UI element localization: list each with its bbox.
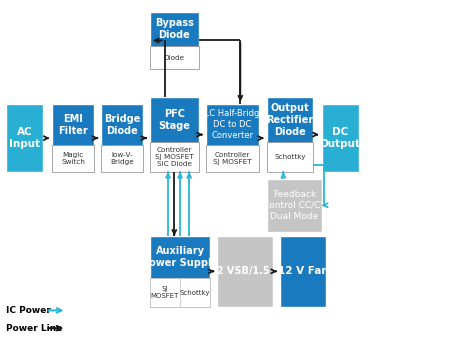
Text: Auxiliary
Power Supply: Auxiliary Power Supply <box>142 246 218 268</box>
Text: Feedback
Control CC/CV
Dual Mode: Feedback Control CC/CV Dual Mode <box>262 190 326 221</box>
FancyBboxPatch shape <box>52 105 94 172</box>
Text: low-V-
Bridge: low-V- Bridge <box>110 152 134 165</box>
Text: PFC
Stage: PFC Stage <box>158 109 190 131</box>
Text: Diode: Diode <box>164 54 185 61</box>
FancyBboxPatch shape <box>267 97 313 172</box>
Text: LLC Half-Bridge
DC to DC
Converter: LLC Half-Bridge DC to DC Converter <box>200 110 265 140</box>
FancyBboxPatch shape <box>150 97 198 172</box>
Text: Controller
SJ MOSFET: Controller SJ MOSFET <box>213 152 252 165</box>
FancyBboxPatch shape <box>150 279 210 307</box>
FancyBboxPatch shape <box>150 279 180 307</box>
FancyBboxPatch shape <box>150 142 198 172</box>
FancyBboxPatch shape <box>180 279 210 307</box>
Text: Output
Rectifier
Diode: Output Rectifier Diode <box>267 103 314 137</box>
Text: Controller
SJ MOSFET
SiC Diode: Controller SJ MOSFET SiC Diode <box>155 147 194 167</box>
FancyBboxPatch shape <box>52 145 94 172</box>
FancyBboxPatch shape <box>205 145 259 172</box>
Text: DC
Output: DC Output <box>320 127 361 149</box>
Text: Bridge
Diode: Bridge Diode <box>104 113 140 136</box>
FancyBboxPatch shape <box>280 236 326 307</box>
Text: IC Power: IC Power <box>6 306 51 315</box>
FancyBboxPatch shape <box>101 145 143 172</box>
FancyBboxPatch shape <box>150 46 198 69</box>
Text: 12 VSB/1.5 A: 12 VSB/1.5 A <box>210 266 280 276</box>
FancyBboxPatch shape <box>267 142 313 172</box>
Text: AC
Input: AC Input <box>9 127 40 149</box>
FancyBboxPatch shape <box>322 105 359 172</box>
FancyBboxPatch shape <box>217 236 273 307</box>
Text: Power Line: Power Line <box>6 324 63 333</box>
FancyBboxPatch shape <box>150 236 210 307</box>
Text: SJ
MOSFET: SJ MOSFET <box>151 286 179 299</box>
Text: Bypass
Diode: Bypass Diode <box>155 18 194 40</box>
FancyBboxPatch shape <box>205 105 259 172</box>
Text: 12 V Fan: 12 V Fan <box>278 266 328 276</box>
FancyBboxPatch shape <box>267 179 322 232</box>
FancyBboxPatch shape <box>101 105 143 172</box>
Text: Schottky: Schottky <box>180 290 211 296</box>
FancyBboxPatch shape <box>6 105 43 172</box>
Text: EMI
Filter: EMI Filter <box>58 113 88 136</box>
FancyBboxPatch shape <box>150 12 198 69</box>
Text: Schottky: Schottky <box>275 154 306 160</box>
Text: Magic
Switch: Magic Switch <box>61 152 85 165</box>
